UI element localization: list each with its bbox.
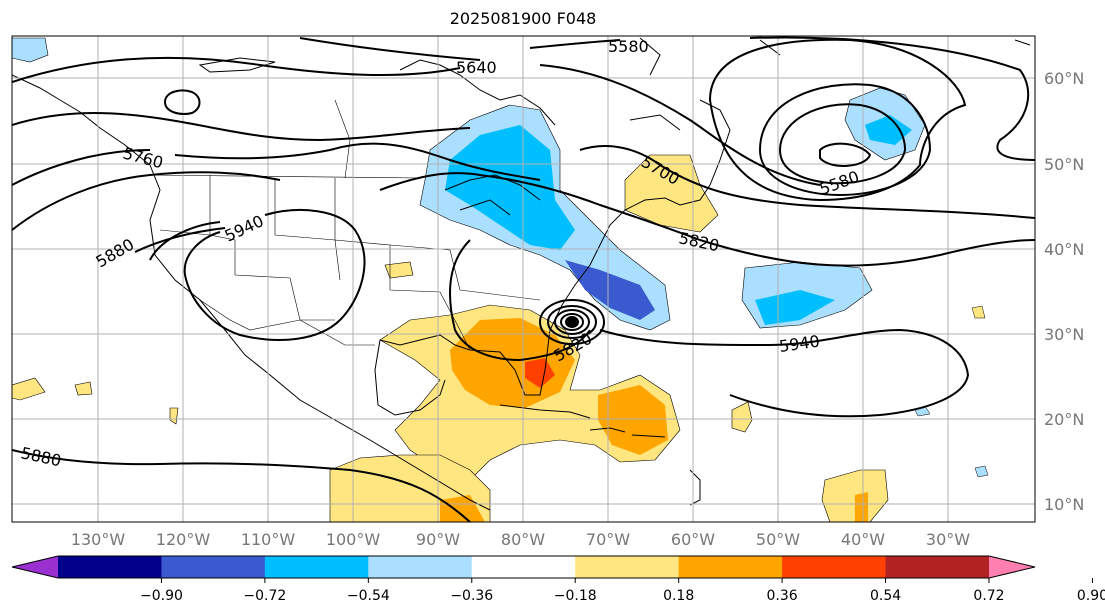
colorbar-segment [885,556,990,578]
colorbar-tick: 0.90 [1077,588,1105,604]
lat-label: 50°N [1044,155,1084,174]
lat-label: 10°N [1044,495,1084,514]
latitude-labels: 60°N 50°N 40°N 30°N 20°N 10°N [1044,69,1084,514]
lon-label: 30°W [926,530,970,549]
colorbar-segment [471,556,576,578]
lon-label: 70°W [586,530,630,549]
colorbar-segment [678,556,783,578]
colorbar-tick: −0.36 [450,588,493,604]
lat-label: 30°N [1044,325,1084,344]
colorbar-tick: 0.72 [973,588,1004,604]
lon-label: 100°W [326,530,381,549]
lat-label: 40°N [1044,240,1084,259]
map-title: 2025081900 F048 [449,9,597,28]
colorbar-tick: −0.54 [347,588,390,604]
map-frame [11,35,1036,523]
colorbar-segment [575,556,680,578]
lon-label: 110°W [241,530,296,549]
height-contours [12,36,1035,522]
political-borders [149,99,541,351]
colorbar-ticks: −0.90 −0.72 −0.54 −0.36 −0.18 0.18 0.36 … [140,588,1105,604]
longitude-labels: 130°W 120°W 110°W 100°W 90°W 80°W 70°W 6… [71,530,970,549]
colorbar-extend-min [12,556,58,578]
lon-label: 90°W [416,530,460,549]
lon-label: 80°W [501,530,545,549]
colorbar-tick: 0.36 [767,588,798,604]
colorbar-tick: −0.18 [554,588,597,604]
colorbar-tick: −0.72 [243,588,286,604]
lon-label: 130°W [71,530,126,549]
lat-label: 60°N [1044,69,1084,88]
graticule [12,36,1035,522]
lon-label: 40°W [841,530,885,549]
colorbar-segment [161,556,266,578]
lon-label: 50°W [756,530,800,549]
anomaly-shading [12,37,989,522]
contour-label: 5580 [608,37,649,56]
colorbar-tick: −0.90 [140,588,183,604]
lat-label: 20°N [1044,410,1084,429]
colorbar-tick: 0.54 [870,588,901,604]
colorbar-tick: 0.18 [663,588,694,604]
colorbar [11,555,1093,583]
colorbar-extend-max [989,556,1035,578]
colorbar-segment [58,556,162,578]
colorbar-segment [264,556,369,578]
colorbar-segment [368,556,473,578]
lon-label: 60°W [671,530,715,549]
contour-label: 5640 [456,58,497,77]
colorbar-outline [11,555,1036,579]
lon-label: 120°W [156,530,211,549]
colorbar-segment [782,556,887,578]
